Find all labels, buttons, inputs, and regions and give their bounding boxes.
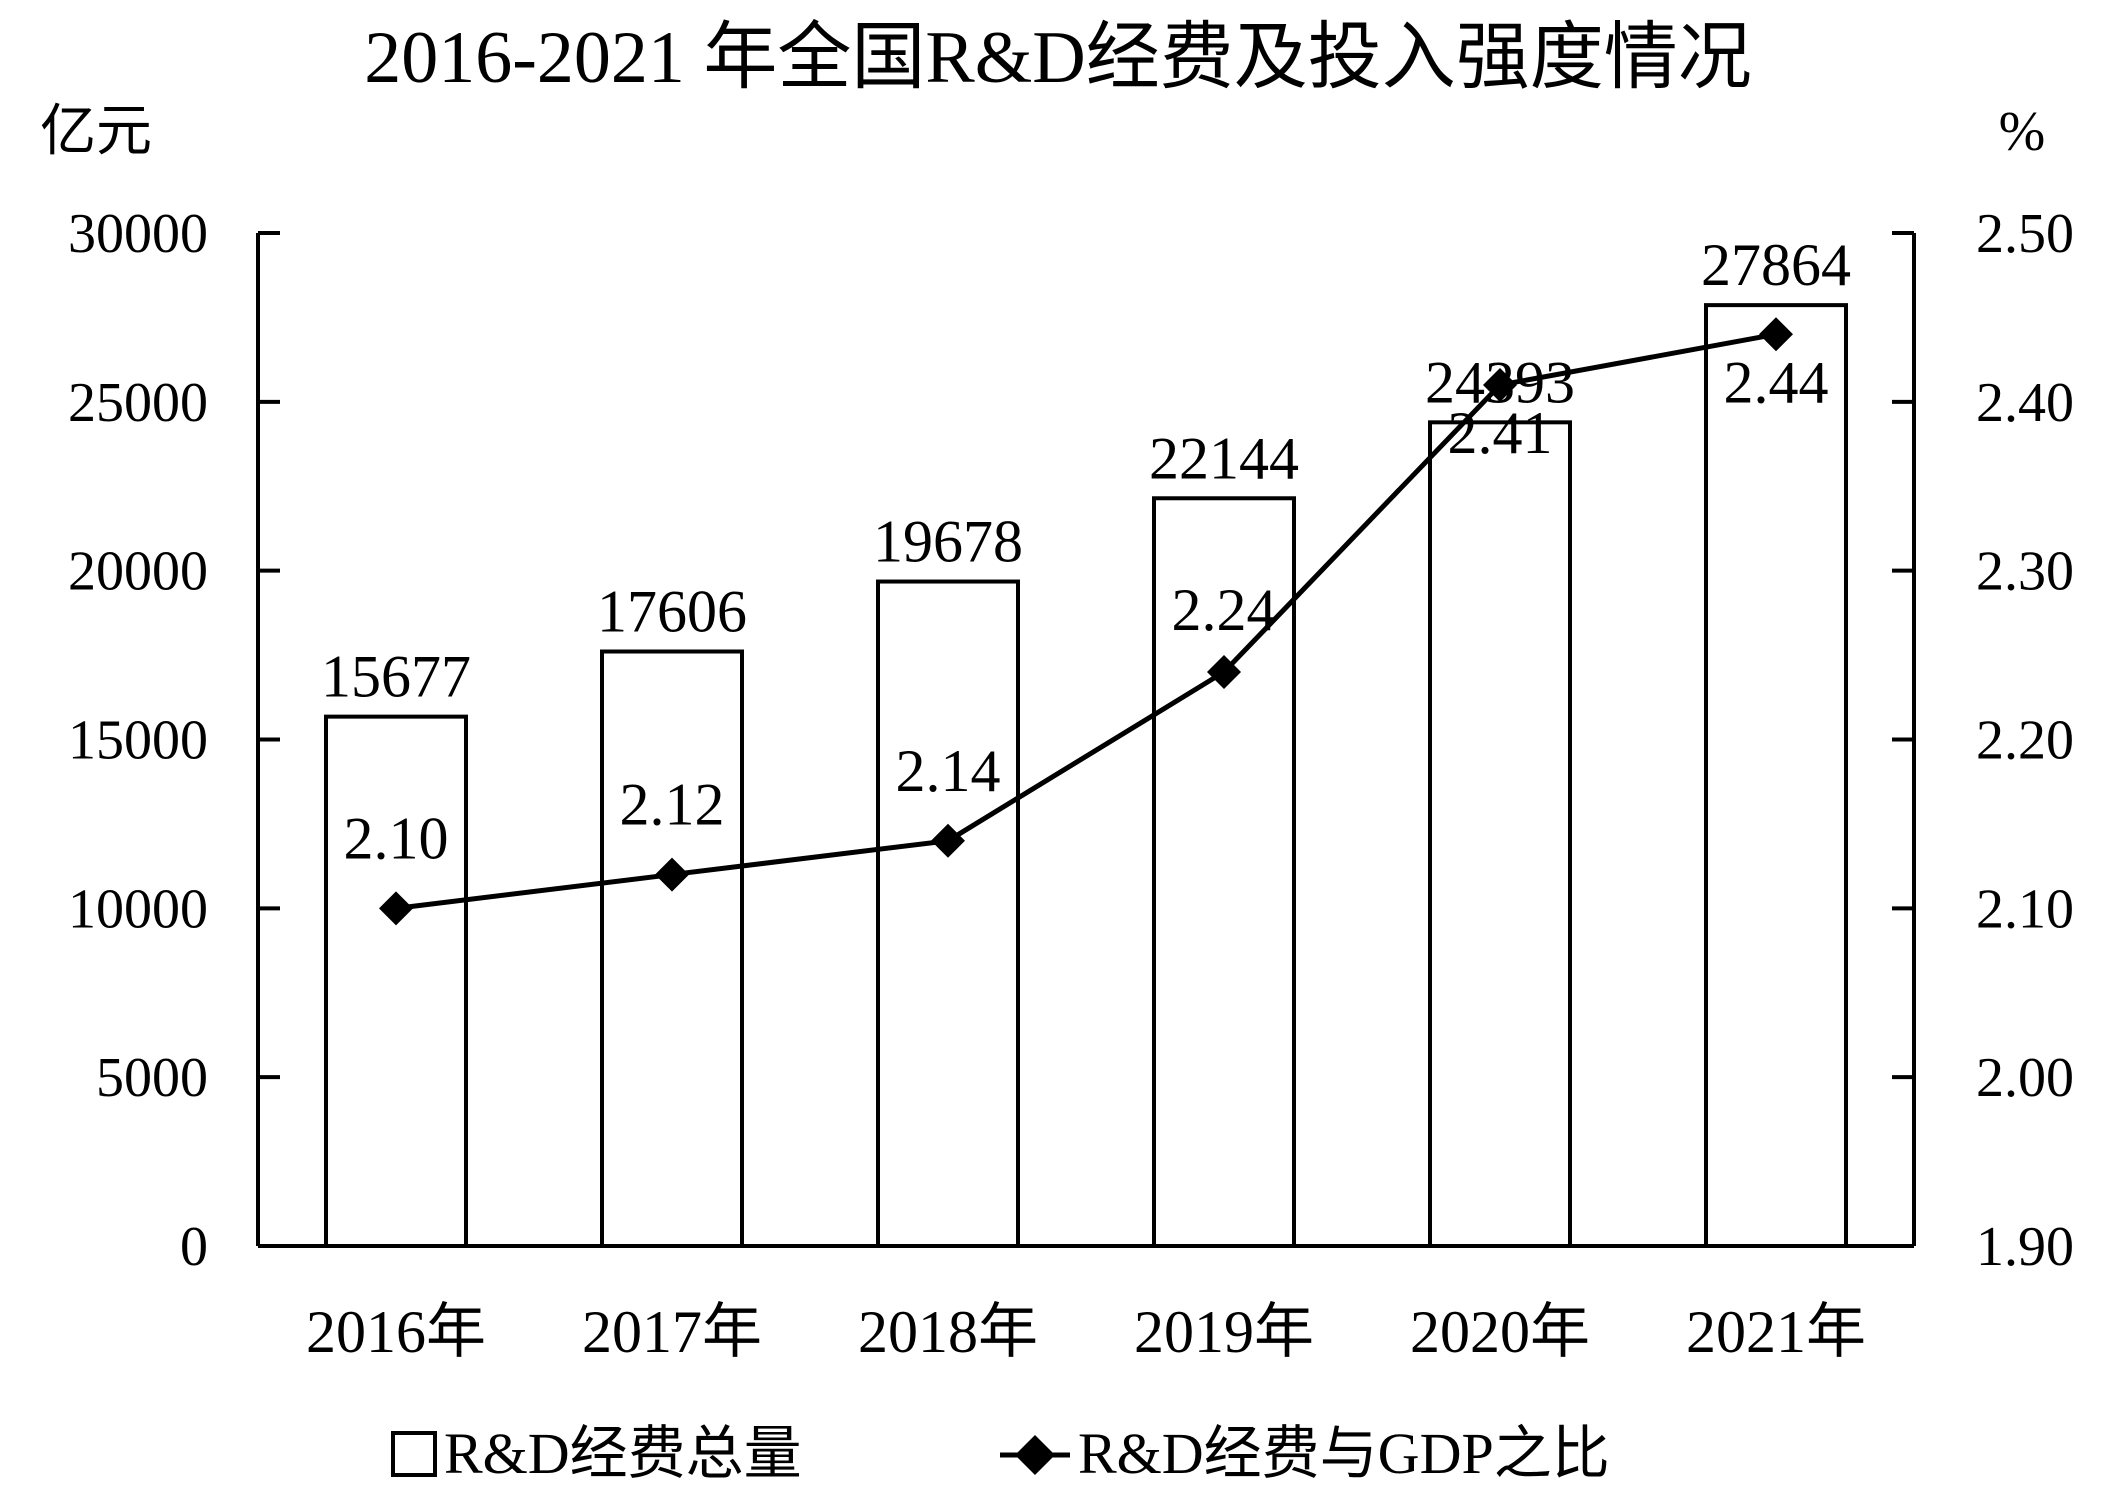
left-axis-unit: 亿元 [40,101,152,163]
x-tick-label: 2020年 [1410,1299,1590,1365]
bar [1428,420,1572,1248]
left-tick-label: 20000 [68,541,208,603]
legend-line-label: R&D经费与GDP之比 [1078,1421,1610,1486]
right-tick-label: 1.90 [1976,1216,2074,1278]
left-tick-label: 15000 [68,710,208,772]
line-data-labels: 2.10 2.12 2.14 2.24 2.41 2.44 [344,349,1829,871]
right-tick-label: 2.40 [1976,372,2074,434]
line-value-label: 2.12 [620,772,725,838]
bar-value-label: 27864 [1701,232,1851,298]
bar-value-label: 22144 [1149,425,1299,491]
legend-bar-label: R&D经费总量 [444,1421,802,1486]
line-value-label: 2.24 [1172,577,1277,643]
bar [600,649,744,1248]
line-series [379,317,1793,926]
right-tick-label: 2.10 [1976,878,2074,940]
line-value-label: 2.41 [1448,400,1553,466]
right-tick-label: 2.30 [1976,541,2074,603]
legend: R&D经费总量 R&D经费与GDP之比 [391,1421,1610,1486]
line-point-marker [655,857,689,892]
line-point-marker [931,823,965,858]
x-tick-label: 2019年 [1134,1299,1314,1365]
x-tick-label: 2018年 [858,1299,1038,1365]
bar [324,714,468,1248]
x-axis: 2016年 2017年 2018年 2019年 2020年 2021年 [258,1244,1914,1365]
right-tick-label: 2.20 [1976,710,2074,772]
bar-series [324,303,1848,1248]
bar-value-label: 19678 [873,509,1023,575]
bar [876,579,1020,1248]
legend-bar-swatch [391,1431,437,1477]
line-point-marker [1483,367,1517,402]
chart-title: 2016-2021 年全国R&D经费及投入强度情况 [364,17,1752,99]
right-tick-label: 2.00 [1976,1047,2074,1109]
bar-value-label: 15677 [321,644,471,710]
line-value-label: 2.44 [1724,349,1829,415]
line-point-marker [379,891,413,926]
bar-data-labels: 156771760619678221442439327864 [321,232,1851,710]
right-axis-unit: % [1999,101,2046,163]
x-tick-label: 2016年 [306,1299,486,1365]
left-tick-label: 30000 [68,203,208,265]
line-point-marker [1759,317,1793,352]
left-tick-label: 5000 [96,1047,208,1109]
series-line [395,331,1777,911]
left-tick-label: 0 [180,1216,208,1278]
line-value-label: 2.14 [896,738,1001,804]
left-tick-label: 25000 [68,372,208,434]
right-tick-label: 2.50 [1976,203,2074,265]
x-tick-label: 2021年 [1686,1299,1866,1365]
legend-diamond-marker [1015,1435,1055,1475]
left-tick-label: 10000 [68,878,208,940]
right-y-axis: 1.90 2.00 2.10 2.20 2.30 2.40 2.50 [1892,203,2074,1278]
line-value-label: 2.10 [344,805,449,871]
line-point-marker [1207,654,1241,689]
bar-value-label: 17606 [597,579,747,645]
left-y-axis: 0 5000 10000 15000 20000 25000 30000 [68,203,280,1278]
bar [1704,303,1848,1248]
x-tick-label: 2017年 [582,1299,762,1365]
